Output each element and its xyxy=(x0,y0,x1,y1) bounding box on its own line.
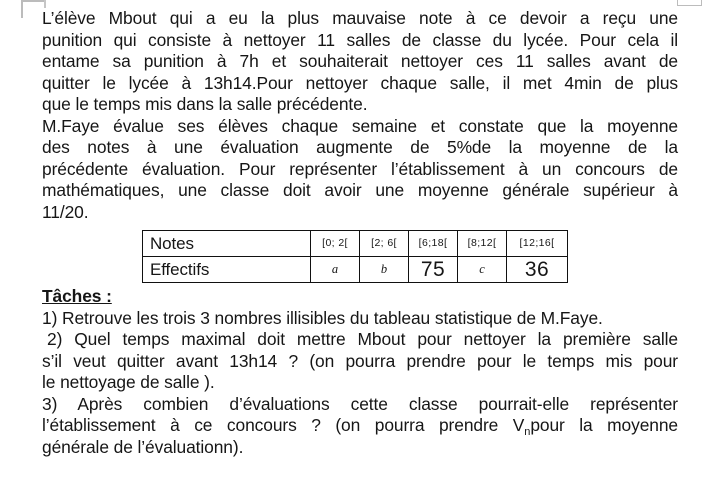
paragraph1-line: quitter le lycée à 13h14.Pour nettoyer c… xyxy=(42,72,678,93)
paragraph1-line: entame sa punition à 7h et souhaiterait … xyxy=(42,51,678,71)
table-cell-interval-1: [0; 2[ xyxy=(310,230,360,257)
frame-corner-topleft-tick xyxy=(44,0,46,8)
vn-subscript: n xyxy=(524,426,531,438)
paragraph2-line: 11/20. xyxy=(42,201,89,222)
paragraph1-line: punition qui consiste à nettoyer 11 sall… xyxy=(42,29,678,50)
table-cell-effectifs-label: Effectifs xyxy=(142,256,311,283)
paragraph2-line: mathématiques, une classe doit avoir une… xyxy=(42,180,678,200)
table-cell-interval-4: [8;12[ xyxy=(457,230,507,257)
paragraph2-line: précédente évaluation. Pour représenter … xyxy=(42,158,678,179)
paragraph1-line: que le temps mis dans la salle précédent… xyxy=(42,94,368,114)
table-cell-interval-3: [6;18[ xyxy=(408,230,458,257)
table-cell-effectif-a: a xyxy=(310,256,360,283)
table-row-notes: Notes [0; 2[ [2; 6[ [6;18[ [8;12[ [12;16… xyxy=(142,230,568,257)
selection-handle-topright xyxy=(677,0,702,6)
frame-corner-topleft-horizontal xyxy=(21,0,46,2)
paragraph1-line: L’élève Mbout qui a eu la plus mauvaise … xyxy=(42,8,678,28)
table-cell-notes-label: Notes xyxy=(142,230,311,257)
table-cell-effectif-c: c xyxy=(457,256,507,283)
table-cell-interval-2: [2; 6[ xyxy=(359,230,409,257)
task3-line: 3) Après combien d’évaluations cette cla… xyxy=(42,393,678,414)
table-cell-effectif-36: 36 xyxy=(506,256,568,283)
tasks-heading: Tâches : xyxy=(42,286,112,306)
table-cell-effectif-75: 75 xyxy=(408,256,458,283)
task2-line: le nettoyage de salle ). xyxy=(42,372,215,392)
document-body: L’élève Mbout qui a eu la plus mauvaise … xyxy=(42,8,678,458)
task3-line2-suffix: pour la moyenne xyxy=(530,415,679,435)
table-cell-effectif-b: b xyxy=(359,256,409,283)
task3-line: générale de l’évaluationn). xyxy=(42,436,244,457)
task2-line: s’il veut quitter avant 13h14 ? (on pour… xyxy=(42,350,678,371)
task3-line2-prefix: l’établissement à ce concours ? (on pour… xyxy=(42,415,525,435)
table-row-effectifs: Effectifs a b 75 c 36 xyxy=(142,256,568,283)
table-cell-interval-5: [12;16[ xyxy=(506,230,568,257)
task3-line-with-subscript: l’établissement à ce concours ? (on pour… xyxy=(42,415,679,438)
paragraph2-line: des notes à une évaluation augmente de 5… xyxy=(42,137,678,157)
frame-corner-topleft-vertical xyxy=(21,0,23,18)
task2-line: 2) Quel temps maximal doit mettre Mbout … xyxy=(47,329,678,349)
task1-line: 1) Retrouve les trois 3 nombres illisibl… xyxy=(42,307,603,328)
paragraph2-line: M.Faye évalue ses élèves chaque semaine … xyxy=(42,115,678,136)
statistics-table: Notes [0; 2[ [2; 6[ [6;18[ [8;12[ [12;16… xyxy=(142,230,568,283)
